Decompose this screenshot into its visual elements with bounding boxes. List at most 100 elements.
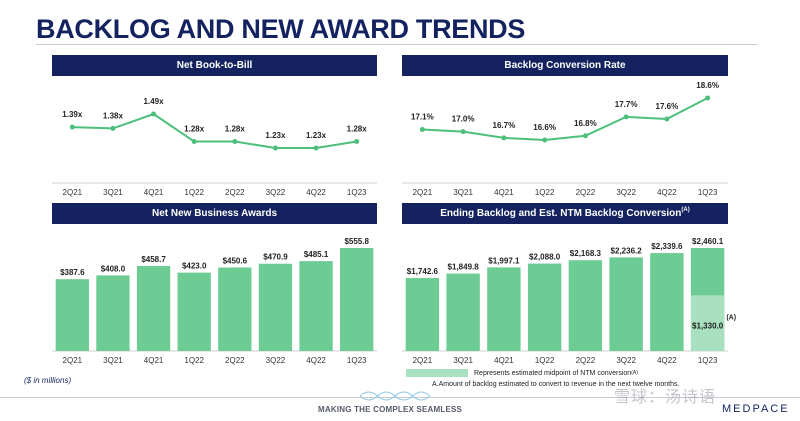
data-point (419, 127, 425, 132)
series-line (422, 97, 709, 142)
x-tick-label: 3Q22 (616, 356, 636, 365)
data-label: $1,742.6 (407, 267, 439, 276)
x-tick-label: 4Q22 (657, 188, 677, 197)
x-tick-label: 4Q22 (306, 356, 326, 365)
x-tick-label: 3Q21 (453, 356, 473, 365)
panel-book-to-bill: Net Book-to-Bill 1.39x 2Q21 1.38x 3Q21 1.49x… (52, 55, 377, 197)
data-point (460, 129, 466, 135)
conversion-rate-chart: 17.1% 2Q21 17.0% 3Q21 16.7% 4Q21 16.6% 1Q22 16.8… (402, 81, 728, 197)
data-label: $2,088.0 (529, 253, 561, 262)
legend-label: Represents estimated midpoint of NTM con… (474, 369, 632, 377)
data-label: $387.6 (60, 268, 85, 277)
data-point (313, 145, 319, 151)
panel-ending-backlog: Ending Backlog and Est. NTM Backlog Conv… (402, 203, 736, 365)
units-note: ($ in millions) (24, 376, 72, 385)
data-label: $458.7 (141, 255, 166, 264)
panel-title: Ending Backlog and Est. NTM Backlog Conv… (402, 203, 728, 224)
x-tick-label: 3Q21 (453, 188, 473, 197)
x-tick-label: 1Q23 (347, 356, 367, 365)
data-label: 1.28x (184, 124, 205, 133)
panel-title-sup: (A) (681, 207, 690, 213)
data-label: $470.9 (263, 253, 288, 262)
data-point (354, 138, 360, 144)
x-tick-label: 4Q21 (494, 188, 514, 197)
data-point (705, 95, 711, 101)
x-tick-label: 3Q22 (616, 188, 636, 197)
page-title: BACKLOG AND NEW AWARD TRENDS (36, 14, 526, 44)
panel-title: Net Book-to-Bill (52, 55, 377, 76)
watermark: 雪球：汤诗语 (614, 389, 717, 406)
data-point (501, 135, 507, 141)
bar (177, 272, 211, 351)
bar (405, 278, 440, 351)
x-tick-label: 1Q23 (347, 188, 367, 197)
title-divider (36, 44, 758, 45)
x-tick-label: 3Q22 (266, 356, 286, 365)
panel-title-text: Ending Backlog and Est. NTM Backlog Conv… (440, 208, 682, 219)
x-tick-label: 2Q21 (63, 188, 83, 197)
data-label: $450.6 (223, 256, 248, 265)
data-label: 1.38x (103, 111, 124, 120)
data-point (623, 114, 629, 120)
x-tick-label: 4Q21 (144, 356, 164, 365)
data-point (272, 145, 278, 151)
x-tick-label: 1Q23 (698, 188, 718, 197)
data-label: $2,236.2 (611, 246, 643, 255)
x-tick-label: 2Q22 (225, 356, 245, 365)
panel-title: Backlog Conversion Rate (402, 55, 728, 76)
footer-divider (0, 397, 800, 398)
panel-conversion-rate: Backlog Conversion Rate 17.1% 2Q21 17.0% 3Q… (402, 55, 728, 197)
data-label: 1.49x (144, 97, 165, 106)
tagline: MAKING THE COMPLEX SEAMLESS (318, 405, 463, 414)
x-tick-label: 1Q23 (698, 356, 718, 365)
data-label: 16.6% (533, 123, 556, 132)
bar (299, 261, 333, 351)
bar (55, 279, 89, 351)
data-label: $2,460.1 (692, 237, 724, 246)
x-tick-label: 2Q21 (413, 356, 433, 365)
x-tick-label: 3Q22 (266, 188, 286, 197)
x-tick-label: 2Q22 (576, 356, 596, 365)
bar (527, 263, 562, 351)
x-tick-label: 1Q22 (535, 188, 555, 197)
x-tick-label: 2Q21 (63, 356, 83, 365)
data-point (542, 137, 548, 143)
data-point (582, 133, 588, 139)
series-line (72, 112, 357, 149)
legend: Represents estimated midpoint of NTM con… (406, 369, 638, 377)
data-label: 1.23x (265, 131, 286, 140)
data-point (664, 116, 670, 122)
data-point (69, 124, 75, 130)
ntm-conversion-marker: (A) (726, 314, 736, 321)
data-label: 1.39x (62, 110, 83, 119)
data-label: 17.1% (411, 113, 434, 122)
brand-logo: MEDPACE (722, 403, 790, 415)
data-label: $2,339.6 (651, 242, 683, 251)
data-label: $423.0 (182, 262, 207, 271)
x-tick-label: 2Q22 (225, 188, 245, 197)
data-label: 1.28x (225, 124, 246, 133)
bar (609, 257, 643, 351)
book-to-bill-chart: 1.39x 2Q21 1.38x 3Q21 1.49x 4Q21 1.28x 1Q22 1.28… (52, 97, 377, 197)
x-tick-label: 1Q22 (535, 356, 555, 365)
bar (487, 267, 521, 351)
ntm-conversion-label: $1,330.0 (692, 321, 724, 330)
bar (258, 263, 293, 351)
bar (650, 253, 684, 351)
ending-backlog-chart: $1,742.6 2Q21 $1,849.8 3Q21 $1,997.1 4Q21 $2,0… (402, 237, 736, 365)
dna-helix-icon (360, 391, 430, 401)
ntm-conversion-bar (690, 295, 725, 351)
data-label: $1,997.1 (488, 256, 520, 265)
data-label: 16.7% (493, 121, 516, 130)
new-awards-chart: $387.6 2Q21 $408.0 3Q21 $458.7 4Q21 $423.0 1Q22… (52, 237, 377, 365)
panel-title: Net New Business Awards (52, 203, 377, 224)
data-label: $485.1 (304, 250, 329, 259)
x-tick-label: 4Q21 (144, 188, 164, 197)
data-label: $1,849.8 (448, 263, 480, 272)
data-point (110, 125, 116, 131)
data-label: 17.7% (615, 100, 638, 109)
data-label: 18.6% (696, 81, 719, 90)
x-tick-label: 4Q22 (306, 188, 326, 197)
legend-sup: (A) (631, 370, 638, 376)
x-tick-label: 4Q22 (657, 356, 677, 365)
